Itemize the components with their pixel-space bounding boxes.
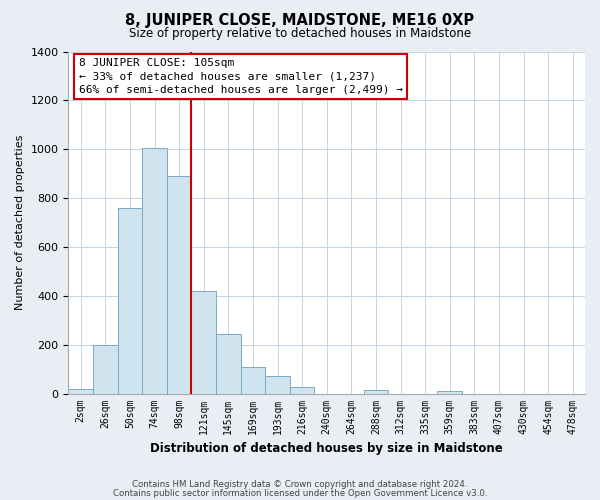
Bar	[118, 208, 142, 394]
Text: 8, JUNIPER CLOSE, MAIDSTONE, ME16 0XP: 8, JUNIPER CLOSE, MAIDSTONE, ME16 0XP	[125, 12, 475, 28]
Bar	[437, 391, 462, 394]
X-axis label: Distribution of detached houses by size in Maidstone: Distribution of detached houses by size …	[151, 442, 503, 455]
Text: Contains public sector information licensed under the Open Government Licence v3: Contains public sector information licen…	[113, 489, 487, 498]
Bar	[216, 334, 241, 394]
Bar	[191, 291, 216, 394]
Bar	[241, 366, 265, 394]
Bar	[364, 390, 388, 394]
Bar	[68, 388, 93, 394]
Text: 8 JUNIPER CLOSE: 105sqm
← 33% of detached houses are smaller (1,237)
66% of semi: 8 JUNIPER CLOSE: 105sqm ← 33% of detache…	[79, 58, 403, 94]
Bar	[93, 344, 118, 394]
Text: Contains HM Land Registry data © Crown copyright and database right 2024.: Contains HM Land Registry data © Crown c…	[132, 480, 468, 489]
Bar	[290, 388, 314, 394]
Text: Size of property relative to detached houses in Maidstone: Size of property relative to detached ho…	[129, 28, 471, 40]
Y-axis label: Number of detached properties: Number of detached properties	[15, 135, 25, 310]
Bar	[265, 376, 290, 394]
Bar	[167, 176, 191, 394]
Bar	[142, 148, 167, 394]
